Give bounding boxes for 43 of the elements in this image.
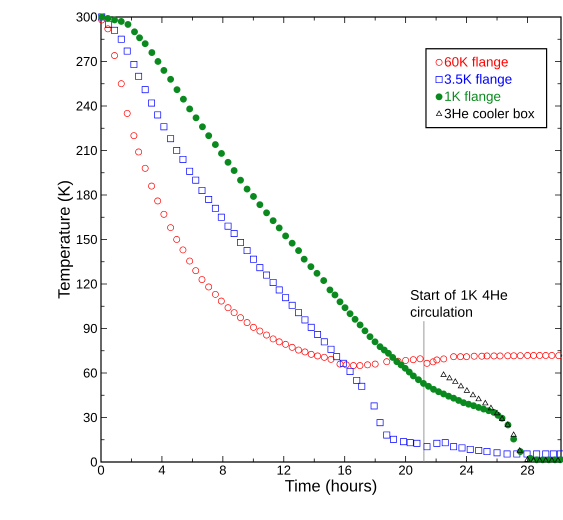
point bbox=[452, 378, 458, 384]
y-tick-label: 90 bbox=[84, 324, 97, 334]
point bbox=[524, 456, 531, 462]
x-tick-label: 20 bbox=[399, 466, 412, 475]
y-tick-label: 300 bbox=[76, 12, 97, 22]
point bbox=[516, 447, 523, 453]
point bbox=[476, 396, 482, 402]
x-tick-label: 8 bbox=[220, 466, 226, 475]
point bbox=[488, 404, 494, 410]
x-tick-label: 0 bbox=[98, 466, 104, 475]
y-tick-label: 30 bbox=[84, 412, 97, 422]
y-tick-label: 150 bbox=[76, 234, 97, 244]
y-tick-label: 60 bbox=[84, 368, 97, 378]
y-tick-label: 240 bbox=[76, 101, 97, 111]
legend-label: 1K flange bbox=[445, 91, 500, 104]
x-tick-label: 4 bbox=[158, 466, 166, 474]
point bbox=[464, 387, 470, 393]
point bbox=[494, 410, 500, 416]
y-axis-title: Temperature (K) bbox=[58, 181, 74, 299]
x-axis-title: Time (hours) bbox=[285, 480, 376, 495]
point bbox=[470, 392, 476, 398]
y-tick-label: 0 bbox=[90, 457, 97, 467]
x-tick-label: 24 bbox=[460, 466, 474, 475]
point bbox=[542, 457, 549, 462]
point bbox=[458, 382, 464, 388]
x-tick-label: 28 bbox=[520, 466, 534, 475]
legend-label: 3.5K flange bbox=[444, 74, 512, 87]
y-tick-label: 120 bbox=[76, 279, 97, 289]
point bbox=[446, 374, 453, 380]
point bbox=[530, 457, 537, 462]
y-tick-label: 180 bbox=[76, 190, 97, 200]
point bbox=[536, 457, 543, 462]
point bbox=[510, 432, 517, 437]
y-tick-label: 270 bbox=[76, 56, 97, 66]
ref-line-label: Start of 1K 4He circulation bbox=[410, 290, 508, 317]
legend-label: 3He cooler box bbox=[444, 108, 534, 118]
x-tick-label: 16 bbox=[338, 466, 352, 475]
point bbox=[548, 457, 555, 462]
x-tick-label: 12 bbox=[278, 466, 290, 475]
legend-label: 60K flange bbox=[444, 56, 508, 70]
point bbox=[440, 371, 447, 377]
point bbox=[482, 400, 488, 406]
y-tick-label: 210 bbox=[76, 146, 97, 156]
